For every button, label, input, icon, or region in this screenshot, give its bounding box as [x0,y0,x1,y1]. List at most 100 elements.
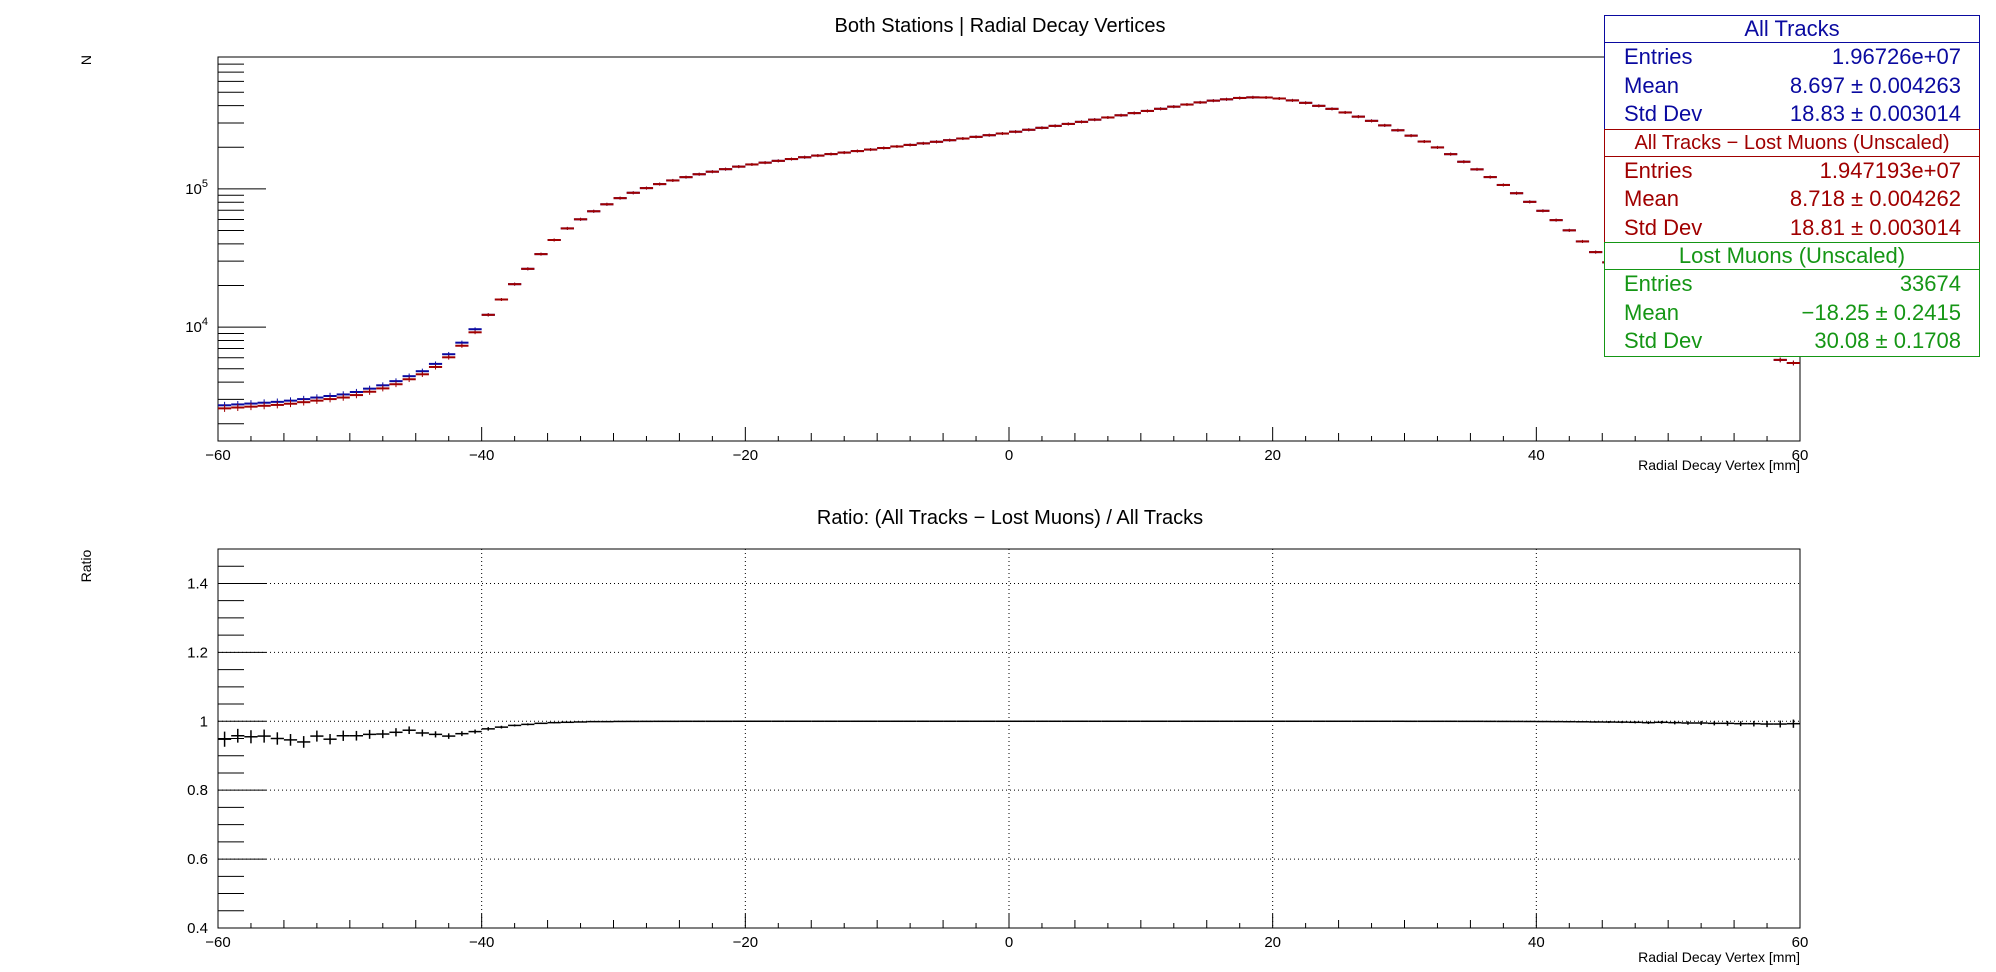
ratio-point [1378,720,1392,723]
ratio-point [969,720,983,723]
ratio-point [837,720,851,723]
ratio-point [745,720,759,723]
stats-value: 18.83 ± 0.003014 [1789,101,1961,126]
ratio-point [1074,720,1089,723]
stats-row: Mean 8.697 ± 0.004263 [1605,72,1979,101]
x-tick-label: 60 [1792,934,1809,951]
stats-row: Std Dev 18.81 ± 0.003014 [1605,214,1979,243]
top-histogram-series [218,95,1800,412]
stats-all-minus-lost-title: All Tracks − Lost Muons (Unscaled) [1605,130,1979,157]
ratio-point [455,731,469,737]
ratio-point [863,720,878,723]
stats-value: 33674 [1899,271,1961,296]
ratio-point [1022,720,1036,723]
ratio-point [1312,720,1326,723]
ratio-point [1628,721,1642,724]
ratio-point [1391,720,1405,723]
ratio-point [1167,720,1181,723]
ratio-point [666,720,680,723]
ratio-point [1641,721,1655,725]
top-axis-ticks [217,56,1801,441]
ratio-y-tick-labels: 0.4 0.6 0.8 1 1.2 1.4 [187,575,208,937]
ratio-point [1364,720,1379,723]
ratio-point [705,720,719,723]
x-tick-label: −20 [733,934,758,951]
stats-label: Std Dev [1624,214,1703,240]
stats-value: −18.25 ± 0.2415 [1801,299,1962,325]
ratio-point [1430,720,1445,723]
stats-value: 1.947193e+07 [1819,157,1961,183]
ratio-point [1602,720,1616,724]
top-plot-title: Both Stations | Radial Decay Vertices [835,15,1166,37]
ratio-point [956,720,970,723]
ratio-point [758,720,772,723]
ratio-point [1707,721,1721,726]
ratio-point [1009,720,1023,723]
ratio-point [1720,720,1735,726]
stats-all-minus-lost: All Tracks − Lost Muons (Unscaled) Entri… [1604,128,1980,243]
ratio-point [1470,720,1484,723]
ratio-point [890,720,904,723]
ratio-point [1523,720,1537,723]
ratio-point [534,722,548,725]
ratio-point [600,720,614,723]
ratio-point [521,723,535,726]
stats-label: Mean [1624,299,1680,325]
ratio-point [270,732,284,745]
stats-lost-muons-title: Lost Muons (Unscaled) [1605,243,1979,270]
ratio-point [283,734,298,746]
ratio-point [323,734,337,745]
ratio-point [1760,720,1774,728]
ratio-point [1562,720,1576,723]
stats-lost-muons: Lost Muons (Unscaled) Entries 33674 Mean… [1604,242,1980,357]
ratio-point [1154,720,1168,723]
stats-value: 30.08 ± 0.1708 [1814,328,1961,353]
ratio-point [1681,721,1695,725]
ratio-point [297,736,311,748]
ratio-point [257,729,271,743]
ratio-point [1127,720,1141,723]
ratio-x-tick-labels: −60 −40 −20 0 20 40 60 [205,934,1808,951]
ratio-point [573,721,588,723]
ratio-point [1299,720,1313,723]
top-plot-frame [217,56,1801,442]
ratio-point [732,720,746,723]
ratio-point [1035,720,1049,723]
stats-label: Entries [1624,44,1693,69]
stats-label: Std Dev [1624,101,1703,126]
ratio-point [811,720,825,723]
ratio-point [995,720,1009,723]
ratio-point [1417,720,1431,723]
x-tick-label: −60 [205,934,230,951]
ratio-point [363,729,377,739]
ratio-x-axis-label: Radial Decay Vertex [mm] [1638,949,1800,965]
ratio-point [718,720,733,723]
y-tick-label: 0.4 [187,920,208,937]
stats-row: Entries 1.947193e+07 [1605,157,1979,186]
ratio-point [1786,719,1800,728]
ratio-point [1114,720,1128,723]
ratio-point [1259,720,1273,723]
ratio-point [1325,720,1339,723]
ratio-point [547,721,561,724]
ratio-point [1589,721,1603,723]
ratio-point [798,720,812,723]
y-tick-label: 0.8 [187,782,208,799]
ratio-point [1193,720,1207,723]
ratio-point [1351,720,1365,723]
top-x-tick-labels: −60 −40 −20 0 20 40 60 [205,447,1808,464]
top-y-tick-labels: 105 104 [185,178,208,336]
stats-label: Mean [1624,72,1680,98]
ratio-point [349,730,364,741]
ratio-point [1180,720,1194,723]
ratio-point [481,727,495,731]
stats-row: Entries 33674 [1605,270,1979,299]
stats-all-tracks-title: All Tracks [1605,16,1979,43]
stats-label: Entries [1624,157,1693,183]
ratio-point [639,720,654,723]
ratio-point [784,720,799,723]
ratio-point [1219,720,1234,723]
ratio-point [1233,720,1247,723]
ratio-point [1444,720,1458,723]
